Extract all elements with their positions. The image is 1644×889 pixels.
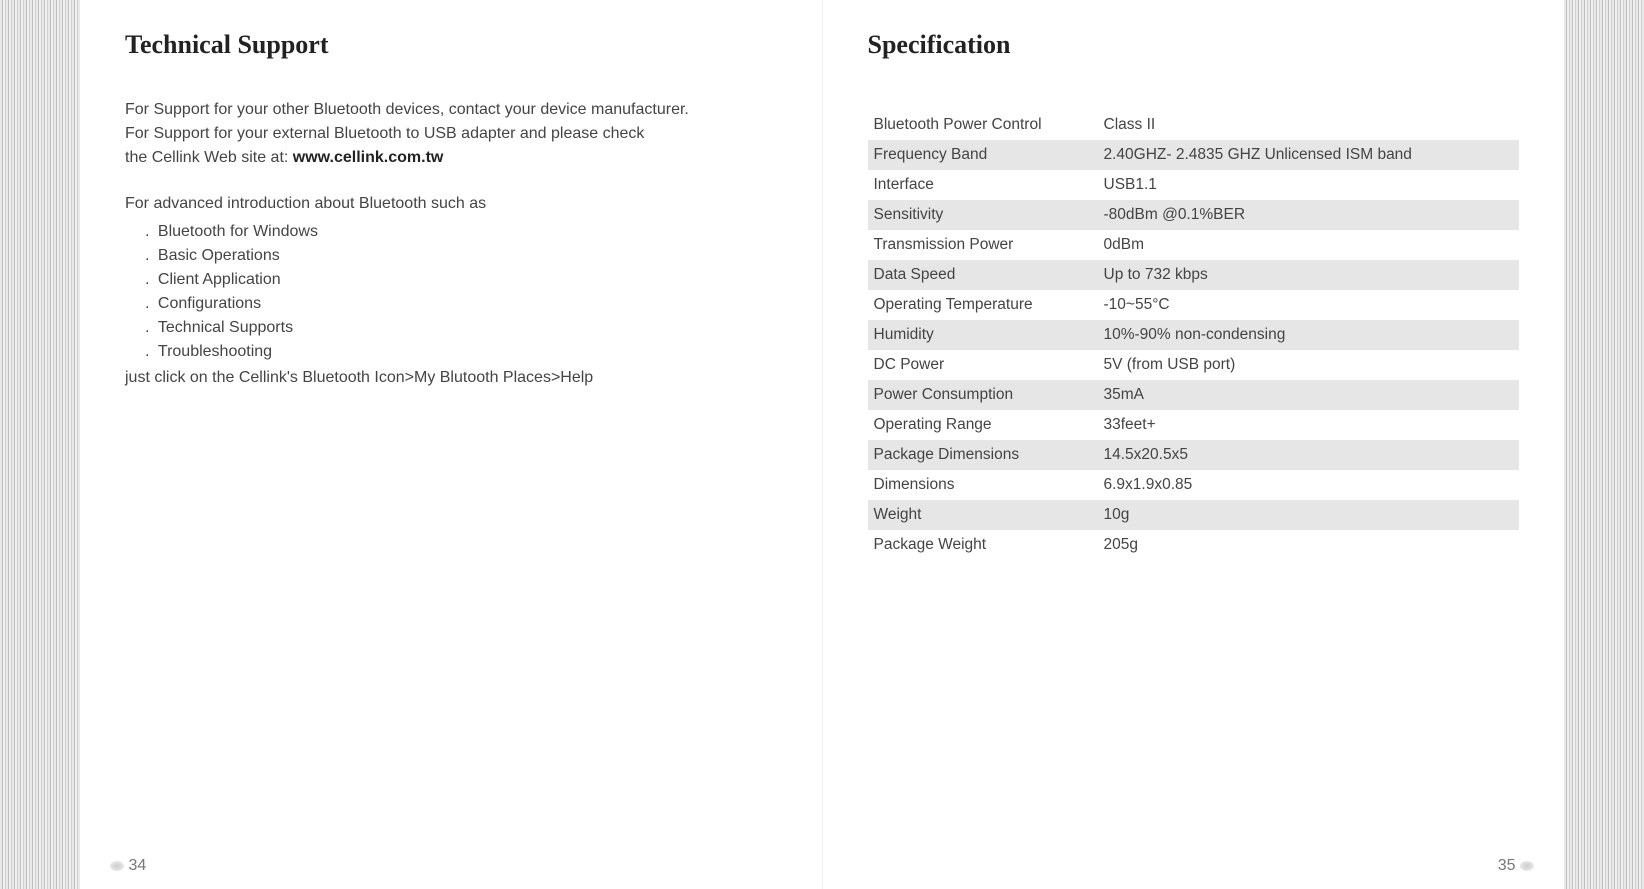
para2-outro: just click on the Cellink's Bluetooth Ic…	[125, 366, 777, 390]
spec-row: Weight 10g	[868, 500, 1520, 530]
spec-row: Humidity 10%-90% non-condensing	[868, 320, 1520, 350]
bullet-item: Bluetooth for Windows	[145, 220, 777, 244]
spec-value: 205g	[1096, 536, 1520, 554]
spec-label: Power Consumption	[868, 386, 1096, 404]
spec-value: -80dBm @0.1%BER	[1096, 206, 1520, 224]
spec-row: Package Weight 205g	[868, 530, 1520, 560]
spec-row: Operating Temperature -10~55°C	[868, 290, 1520, 320]
spec-row: Transmission Power 0dBm	[868, 230, 1520, 260]
spec-row: Data Speed Up to 732 kbps	[868, 260, 1520, 290]
spec-label: Bluetooth Power Control	[868, 116, 1096, 134]
spec-row: Operating Range 33feet+	[868, 410, 1520, 440]
spec-table: Bluetooth Power Control Class II Frequen…	[868, 110, 1520, 560]
bullet-item: Client Application	[145, 268, 777, 292]
spec-value: -10~55°C	[1096, 296, 1520, 314]
spec-value: 14.5x20.5x5	[1096, 446, 1520, 464]
spec-label: Sensitivity	[868, 206, 1096, 224]
spec-row: Interface USB1.1	[868, 170, 1520, 200]
bullet-item: Troubleshooting	[145, 340, 777, 364]
page-number-right-text: 35	[1498, 857, 1516, 874]
spec-row: Frequency Band 2.40GHZ- 2.4835 GHZ Unlic…	[868, 140, 1520, 170]
page-left: Technical Support For Support for your o…	[80, 0, 823, 889]
spec-row: Bluetooth Power Control Class II	[868, 110, 1520, 140]
page-right: Specification Bluetooth Power Control Cl…	[823, 0, 1565, 889]
spec-row: Package Dimensions 14.5x20.5x5	[868, 440, 1520, 470]
spec-value: 2.40GHZ- 2.4835 GHZ Unlicensed ISM band	[1096, 146, 1520, 164]
page-number-left-text: 34	[128, 857, 146, 874]
spec-label: Operating Range	[868, 416, 1096, 434]
support-para1: For Support for your other Bluetooth dev…	[125, 98, 777, 170]
website-link: www.cellink.com.tw	[293, 149, 444, 166]
spec-value: Class II	[1096, 116, 1520, 134]
spec-value: 6.9x1.9x0.85	[1096, 476, 1520, 494]
spec-value: 10%-90% non-condensing	[1096, 326, 1520, 344]
spec-value: 10g	[1096, 506, 1520, 524]
spec-label: Package Dimensions	[868, 446, 1096, 464]
spec-value: USB1.1	[1096, 176, 1520, 194]
para2-intro: For advanced introduction about Bluetoot…	[125, 192, 777, 216]
spec-label: Interface	[868, 176, 1096, 194]
spec-row: DC Power 5V (from USB port)	[868, 350, 1520, 380]
spec-label: Frequency Band	[868, 146, 1096, 164]
spec-label: Transmission Power	[868, 236, 1096, 254]
para1-line3-prefix: the Cellink Web site at:	[125, 149, 293, 166]
spec-row: Sensitivity -80dBm @0.1%BER	[868, 200, 1520, 230]
page-dot-icon	[1520, 861, 1534, 871]
para1-line2: For Support for your external Bluetooth …	[125, 125, 644, 142]
spec-value: 35mA	[1096, 386, 1520, 404]
bullet-item: Basic Operations	[145, 244, 777, 268]
spec-value: Up to 732 kbps	[1096, 266, 1520, 284]
spec-label: Humidity	[868, 326, 1096, 344]
spec-row: Power Consumption 35mA	[868, 380, 1520, 410]
spec-label: Operating Temperature	[868, 296, 1096, 314]
spec-value: 0dBm	[1096, 236, 1520, 254]
para1-line1: For Support for your other Bluetooth dev…	[125, 101, 689, 118]
spec-label: Data Speed	[868, 266, 1096, 284]
page-number-left: 34	[110, 857, 146, 875]
spec-label: DC Power	[868, 356, 1096, 374]
page-dot-icon	[110, 861, 124, 871]
left-gutter: BLUETOOTH USB Adapter	[0, 0, 80, 889]
bullet-item: Technical Supports	[145, 316, 777, 340]
spec-value: 33feet+	[1096, 416, 1520, 434]
right-title: Specification	[868, 30, 1520, 60]
page-number-right: 35	[1498, 857, 1534, 875]
spec-label: Dimensions	[868, 476, 1096, 494]
right-gutter: BLUETOOTH USB Adapter	[1564, 0, 1644, 889]
spec-label: Package Weight	[868, 536, 1096, 554]
bullet-list: Bluetooth for Windows Basic Operations C…	[145, 220, 777, 364]
spec-row: Dimensions 6.9x1.9x0.85	[868, 470, 1520, 500]
bullet-item: Configurations	[145, 292, 777, 316]
spec-label: Weight	[868, 506, 1096, 524]
spec-value: 5V (from USB port)	[1096, 356, 1520, 374]
left-title: Technical Support	[125, 30, 777, 60]
